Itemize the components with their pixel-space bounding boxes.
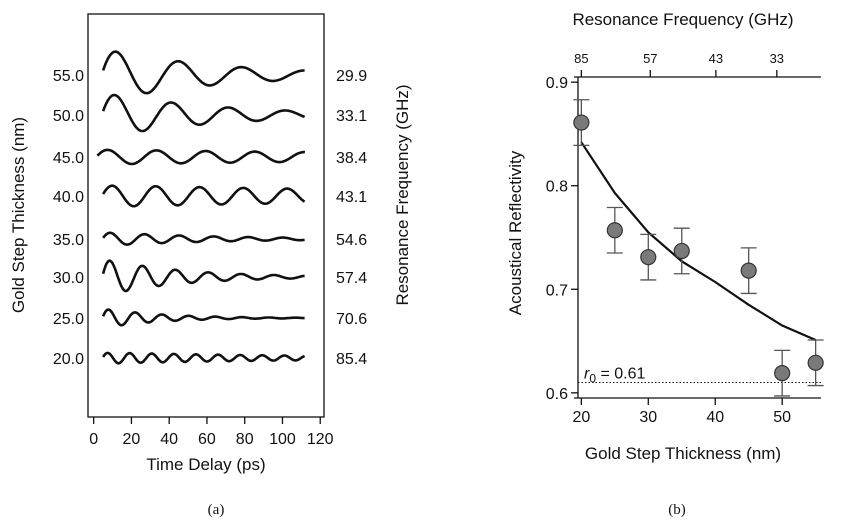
fit-curve [580,141,817,342]
frequency-label: 85.4 [336,351,367,368]
x-tick-label: 80 [236,431,254,448]
frequency-label: 38.4 [336,150,367,167]
panel-b: 20 30 40 50 0.6 0.7 0.8 0.9 85 57 43 33 r0 = 0.61 R… [506,10,824,518]
panel-b-caption: (b) [668,502,686,518]
panel-a-y-axis-title: Gold Step Thickness (nm) [9,117,28,313]
x-tick-label: 50 [773,409,791,426]
data-point [606,222,623,239]
frequency-label: 43.1 [336,189,367,206]
panel-b-fit-curve [580,141,817,342]
frequency-label: 54.6 [336,232,367,249]
x-tick-label: 20 [572,409,590,426]
trace-20.0 [102,351,306,365]
x-tick-label: 60 [198,431,216,448]
y-tick-label: 0.6 [546,386,568,403]
top-tick-label: 57 [643,51,657,66]
trace-40.0 [102,184,306,208]
thickness-label: 45.0 [53,150,84,167]
trace-35.0 [102,231,305,246]
trace-50.0 [101,93,306,133]
data-point [807,354,824,371]
trace-45.0 [96,148,306,166]
data-point [573,114,590,131]
trace-30.0 [101,259,305,293]
panel-a-caption: (a) [208,502,225,518]
panel-b-reference-line: r0 = 0.61 [578,365,821,385]
x-tick-label: 20 [123,431,141,448]
data-point [640,249,657,266]
frequency-label: 29.9 [336,68,367,85]
panel-b-data-points [573,99,824,397]
x-tick-label: 100 [269,431,296,448]
y-tick-label: 0.8 [546,179,568,196]
x-tick-label: 40 [160,431,178,448]
data-point [774,365,791,382]
thickness-label: 55.0 [53,68,84,85]
top-tick-label: 33 [770,51,784,66]
data-point [673,242,690,260]
panel-a-frame [87,13,325,418]
trace-55.0 [101,50,305,95]
panel-b-ticks: 20 30 40 50 0.6 0.7 0.8 0.9 85 57 43 33 [546,51,791,426]
thickness-label: 30.0 [53,270,84,287]
top-tick-label: 43 [709,51,723,66]
panel-a-right-axis-title: Resonance Frequency (GHz) [393,84,412,305]
panel-a-x-axis-title: Time Delay (ps) [146,455,265,474]
panel-a-x-axis: 0 20 40 60 80 100 120 [89,417,334,448]
panel-b-top-axis-title: Resonance Frequency (GHz) [572,10,793,29]
x-tick-label: 30 [639,409,657,426]
reference-label: r0 = 0.61 [584,365,645,385]
panel-a-thickness-labels: 55.0 50.0 45.0 40.0 35.0 30.0 25.0 20.0 [53,68,84,368]
y-tick-label: 0.7 [546,282,568,299]
panel-a: 55.0 50.0 45.0 40.0 35.0 30.0 25.0 20.0 29.9 33.… [9,13,412,518]
thickness-label: 50.0 [53,108,84,125]
thickness-label: 20.0 [53,351,84,368]
x-tick-label: 0 [89,431,98,448]
thickness-label: 25.0 [53,311,84,328]
thickness-label: 35.0 [53,232,84,249]
top-tick-label: 85 [574,51,588,66]
data-point [740,262,757,279]
x-tick-label: 40 [706,409,724,426]
panel-a-traces [96,50,306,365]
x-tick-label: 120 [307,431,334,448]
frequency-label: 57.4 [336,270,367,287]
frequency-label: 33.1 [336,108,367,125]
panel-b-y-axis-title: Acoustical Reflectivity [506,150,525,315]
y-tick-label: 0.9 [546,75,568,92]
panel-b-x-axis-title: Gold Step Thickness (nm) [585,444,781,463]
trace-25.0 [101,308,305,327]
thickness-label: 40.0 [53,189,84,206]
panel-a-frequency-labels: 29.9 33.1 38.4 43.1 54.6 57.4 70.6 85.4 [336,68,367,368]
frequency-label: 70.6 [336,311,367,328]
